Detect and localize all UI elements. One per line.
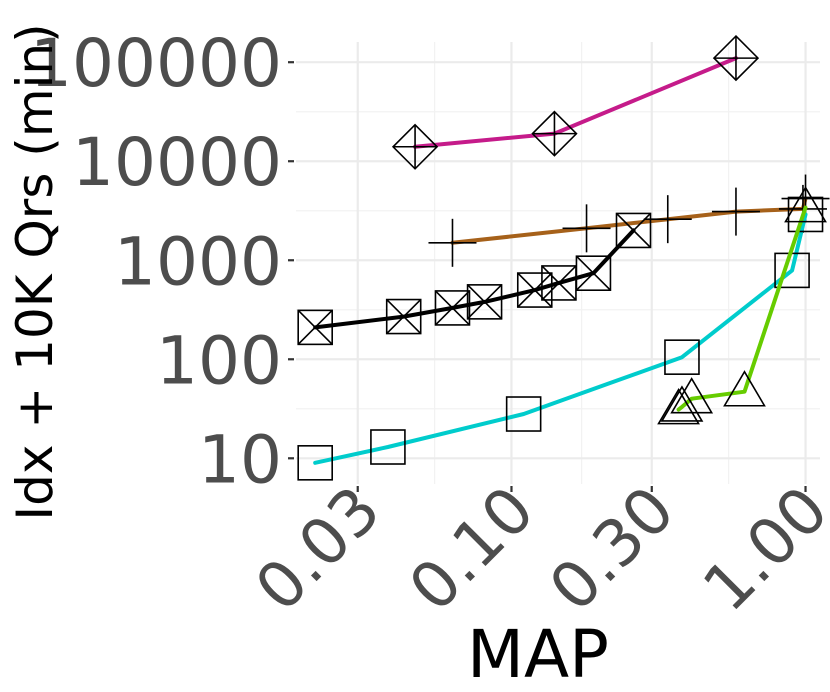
series-line — [313, 212, 808, 465]
data-point — [712, 34, 760, 82]
series-3 — [297, 212, 652, 346]
data-point — [297, 309, 333, 346]
data-point — [562, 204, 611, 253]
square-marker-cross — [615, 212, 652, 249]
square-marker — [297, 445, 333, 481]
square-marker-cross — [434, 290, 471, 326]
square-marker — [505, 396, 542, 432]
square-marker — [787, 196, 824, 233]
grid — [296, 42, 820, 484]
data-point — [516, 272, 553, 308]
square-marker-cross — [517, 272, 553, 308]
data-point — [784, 186, 827, 223]
series-group — [297, 34, 830, 481]
triangle-marker — [657, 388, 700, 425]
square-marker — [664, 339, 700, 375]
series-1 — [391, 34, 760, 170]
data-point — [505, 396, 542, 432]
x-tick-label: 0.10 — [396, 473, 549, 626]
data-point — [711, 187, 760, 236]
y-tick-label: 1000 — [114, 223, 282, 300]
square-marker-cross — [541, 265, 577, 301]
data-point — [297, 445, 333, 481]
y-tick-label: 10 — [198, 421, 282, 498]
square-marker-cross — [575, 255, 612, 291]
data-point — [657, 388, 700, 425]
data-point — [541, 265, 577, 301]
data-point — [428, 218, 477, 267]
data-point — [531, 110, 578, 157]
x-tick-label: 0.30 — [536, 473, 689, 626]
square-marker-cross — [297, 309, 333, 345]
data-point — [660, 385, 704, 422]
square-marker — [385, 298, 422, 335]
square-marker — [434, 290, 471, 326]
square-marker-cross — [386, 298, 422, 335]
triangle-marker — [660, 385, 704, 422]
square-marker — [297, 309, 333, 346]
y-tick-label: 100 — [156, 322, 282, 399]
data-point — [466, 284, 503, 320]
series-2 — [428, 174, 830, 267]
data-point — [670, 377, 714, 414]
series-line — [313, 228, 636, 330]
data-point — [787, 196, 824, 233]
data-point — [370, 429, 406, 465]
y-tick-label: 100000 — [30, 25, 282, 102]
y-axis-title: Idx + 10K Qrs (min) — [6, 23, 64, 520]
data-point — [391, 123, 439, 170]
data-point — [385, 298, 422, 335]
data-point — [575, 255, 612, 291]
square-marker — [370, 429, 406, 465]
data-point — [615, 212, 652, 249]
data-point — [643, 195, 692, 244]
square-marker — [615, 212, 652, 249]
x-tick-label: 1.00 — [690, 473, 830, 626]
data-point — [434, 290, 471, 326]
square-marker — [466, 284, 503, 320]
data-point — [664, 339, 700, 375]
series-5 — [657, 186, 827, 425]
triangle-marker — [670, 377, 714, 414]
square-marker-cross — [467, 284, 503, 320]
triangle-marker — [723, 370, 766, 407]
data-point — [723, 370, 766, 407]
series-line — [676, 205, 808, 412]
y-tick-label: 10000 — [72, 124, 282, 201]
triangle-marker — [784, 186, 827, 223]
series-4 — [297, 196, 824, 481]
x-axis-title: MAP — [467, 616, 609, 692]
square-marker — [575, 255, 612, 291]
